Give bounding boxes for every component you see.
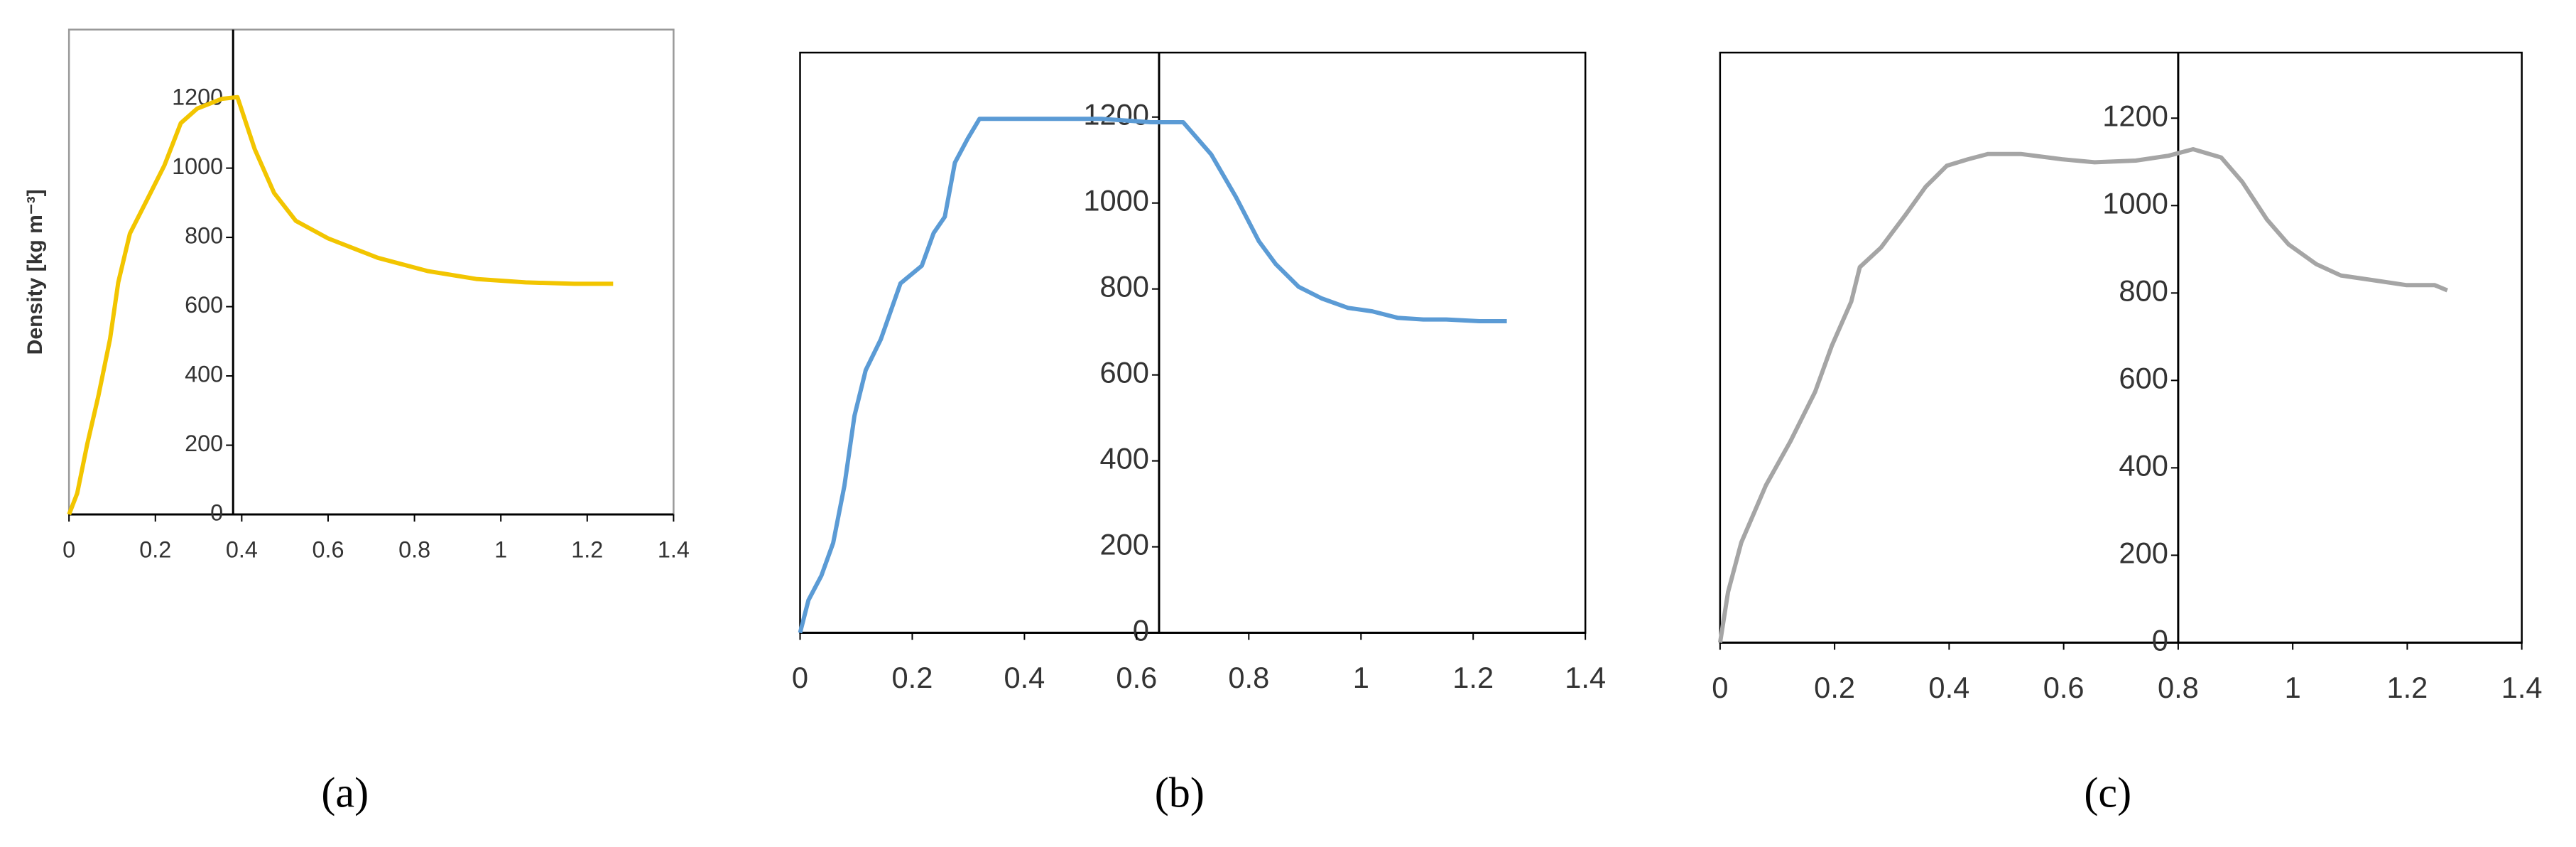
x-tick-label: 0 — [63, 536, 75, 562]
x-tick-label: 1.4 — [658, 536, 690, 562]
panel-caption: (a) — [321, 770, 369, 817]
x-tick-label: 0 — [792, 661, 808, 694]
x-tick-label: 0.4 — [1928, 671, 1969, 704]
y-tick-label: 1200 — [1083, 98, 1149, 131]
x-tick-label: 0.4 — [226, 536, 258, 562]
plot-frame — [67, 28, 675, 516]
x-tick-label: 0.8 — [2158, 671, 2199, 704]
y-tick-label: 1200 — [2102, 99, 2168, 132]
y-tick-label: 1200 — [172, 85, 223, 110]
y-tick-label: 400 — [1099, 442, 1148, 475]
x-tick-label: 1 — [2285, 671, 2301, 704]
y-tick-label: 800 — [185, 223, 223, 249]
x-tick-label: 0.6 — [312, 536, 344, 562]
data-line — [1717, 147, 2448, 643]
y-tick-label: 800 — [1099, 270, 1148, 303]
y-tick-label: 1000 — [172, 153, 223, 179]
y-tick-label: 1000 — [2102, 186, 2168, 220]
y-tick-label: 600 — [1099, 356, 1148, 389]
y-axis-label: Density [kg m⁻³] — [23, 189, 47, 355]
x-tick-label: 0.2 — [1814, 671, 1855, 704]
x-tick-label: 1.2 — [571, 536, 603, 562]
panel-caption: (b) — [1155, 770, 1205, 817]
x-tick-label: 0 — [1712, 671, 1728, 704]
x-tick-label: 0.6 — [1116, 661, 1157, 694]
y-tick-label: 0 — [1133, 614, 1149, 647]
data-line — [67, 95, 614, 516]
x-tick-label: 0.2 — [139, 536, 171, 562]
x-tick-label: 0.2 — [892, 661, 933, 694]
y-tick-label: 400 — [2119, 448, 2168, 482]
x-tick-label: 0.4 — [1004, 661, 1045, 694]
plot-frame — [799, 51, 1587, 634]
y-tick-label: 0 — [2152, 623, 2168, 657]
x-tick-label: 1 — [1353, 661, 1369, 694]
x-tick-label: 0.8 — [398, 536, 430, 562]
y-tick-label: 200 — [185, 431, 223, 456]
x-tick-label: 0.6 — [2043, 671, 2085, 704]
y-tick-label: 800 — [2119, 274, 2168, 307]
y-tick-label: 200 — [2119, 536, 2168, 569]
x-tick-label: 1.4 — [1565, 661, 1606, 694]
x-tick-label: 1.2 — [2386, 671, 2428, 704]
y-tick-label: 200 — [1099, 528, 1148, 561]
data-line — [798, 117, 1507, 634]
y-tick-label: 600 — [185, 292, 223, 318]
y-tick-label: 600 — [2119, 361, 2168, 394]
x-tick-label: 1.2 — [1452, 661, 1494, 694]
y-tick-label: 0 — [210, 500, 223, 526]
x-tick-label: 0.8 — [1228, 661, 1269, 694]
panel-caption: (c) — [2084, 770, 2131, 817]
y-tick-label: 1000 — [1083, 184, 1149, 217]
x-tick-label: 1 — [494, 536, 507, 562]
x-tick-label: 1.4 — [2501, 671, 2543, 704]
y-tick-label: 400 — [185, 362, 223, 387]
